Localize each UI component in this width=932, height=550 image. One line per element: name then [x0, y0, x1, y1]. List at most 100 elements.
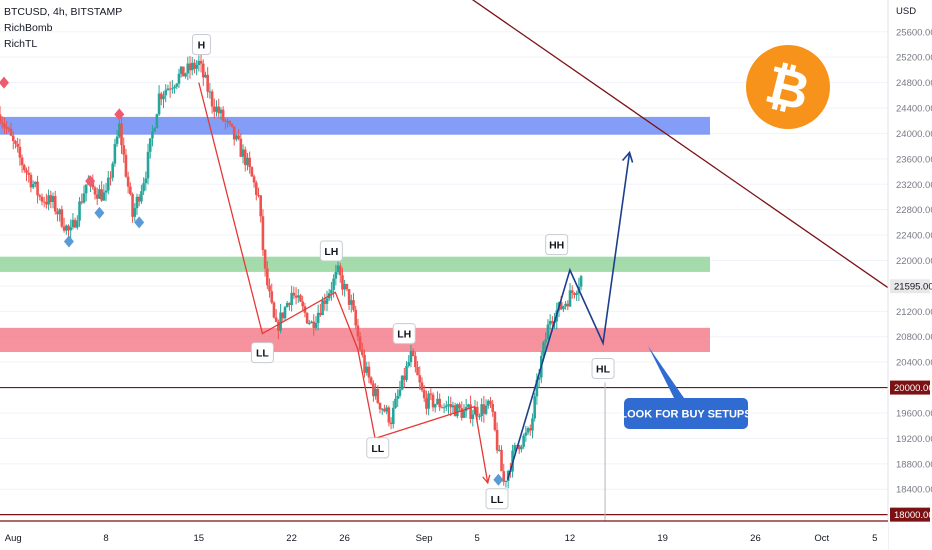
candle-body	[179, 66, 183, 74]
candle-body	[345, 284, 349, 290]
candle-body	[341, 275, 344, 290]
candle-body	[336, 265, 340, 273]
candle-body	[374, 388, 377, 397]
indicator-richbomb[interactable]: RichBomb	[4, 22, 53, 34]
x-tick-label: Aug	[5, 533, 22, 544]
candle-body	[531, 418, 534, 431]
candle-body	[272, 302, 276, 318]
candle-body	[3, 124, 6, 128]
candle-body	[517, 445, 521, 450]
candle-body	[193, 62, 196, 69]
candle-body	[279, 312, 282, 331]
candle-body	[109, 177, 112, 179]
candle-body	[95, 194, 99, 199]
indicator-richtl[interactable]: RichTL	[4, 38, 38, 50]
candle-body	[458, 404, 461, 409]
candle-body	[312, 321, 316, 328]
swing-label-hl: HL	[596, 364, 611, 376]
candle-body	[199, 60, 203, 64]
candle-body	[217, 106, 221, 114]
swing-label-ll: LL	[256, 348, 269, 360]
candle-body	[208, 91, 212, 93]
candle-body	[5, 127, 8, 129]
candle-body	[403, 375, 406, 380]
candle-body	[73, 219, 77, 228]
candle-body	[14, 140, 17, 144]
candle-body	[129, 186, 132, 195]
candle-body	[354, 309, 358, 326]
y-tick-label: 23600.00	[896, 154, 932, 165]
candle-body	[475, 406, 479, 417]
candle-body	[548, 320, 552, 325]
candle-body	[124, 154, 128, 177]
candle-body	[436, 398, 439, 405]
candle-body	[396, 395, 399, 399]
candle-body	[69, 227, 73, 231]
candle-body	[414, 356, 417, 368]
y-tick-label: 18400.00	[896, 485, 932, 496]
candle-body	[338, 265, 342, 276]
candle-body	[343, 284, 346, 290]
candle-body	[334, 272, 338, 279]
candle-body	[400, 375, 404, 390]
candle-body	[387, 407, 391, 423]
price-level-tag	[890, 380, 930, 395]
candle-body	[383, 408, 386, 412]
candle-body	[64, 225, 68, 231]
candle-body	[102, 192, 106, 201]
candle-body	[433, 404, 437, 408]
candle-body	[235, 135, 238, 140]
candle-body	[296, 295, 300, 298]
candle-body	[568, 290, 572, 307]
candle-body	[104, 190, 108, 193]
candle-body	[93, 187, 97, 195]
trendline	[471, 0, 895, 293]
candle-body	[385, 407, 388, 412]
candle-body	[394, 398, 397, 408]
candle-body	[409, 350, 413, 363]
candle-body	[440, 407, 444, 409]
candle-body	[292, 292, 296, 296]
candle-body	[266, 268, 269, 286]
candle-body	[444, 405, 448, 408]
candle-body	[546, 324, 550, 340]
candle-body	[29, 174, 33, 188]
candle-body	[268, 285, 271, 292]
legend: BTCUSD, 4h, BITSTAMP RichBomb RichTL	[4, 4, 122, 52]
candle-body	[100, 189, 103, 201]
y-tick-label: 19600.00	[896, 408, 932, 419]
symbol-title[interactable]: BTCUSD, 4h, BITSTAMP	[4, 6, 123, 18]
candle-body	[232, 126, 236, 140]
candle-body	[157, 93, 161, 115]
swing-label-ll: LL	[371, 443, 384, 455]
candle-body	[151, 131, 154, 139]
candle-body	[347, 289, 351, 305]
x-tick-label: Oct	[814, 533, 829, 544]
candle-body	[462, 410, 466, 418]
candle-body	[20, 157, 24, 166]
bitcoin-logo-circle	[746, 45, 830, 129]
candle-body	[204, 74, 207, 78]
candle-body	[36, 181, 39, 196]
y-tick-label: 22400.00	[896, 231, 932, 242]
x-tick-label: 19	[657, 533, 668, 544]
candle-body	[358, 336, 362, 350]
candle-body	[416, 367, 419, 376]
red-zigzag	[198, 82, 489, 483]
candle-body	[537, 377, 541, 380]
candle-body	[281, 312, 285, 319]
candle-body	[502, 471, 506, 482]
candle-body	[391, 407, 395, 425]
x-tick-label: 22	[286, 533, 297, 544]
candle-body	[495, 429, 499, 451]
swing-label-box	[366, 437, 390, 459]
candle-body	[120, 123, 123, 146]
candle-body	[146, 151, 150, 179]
candle-body	[323, 300, 327, 304]
candle-body	[263, 249, 267, 269]
candle-body	[219, 109, 223, 114]
candle-body	[98, 189, 101, 199]
candle-body	[159, 93, 163, 100]
candle-body	[283, 307, 287, 319]
